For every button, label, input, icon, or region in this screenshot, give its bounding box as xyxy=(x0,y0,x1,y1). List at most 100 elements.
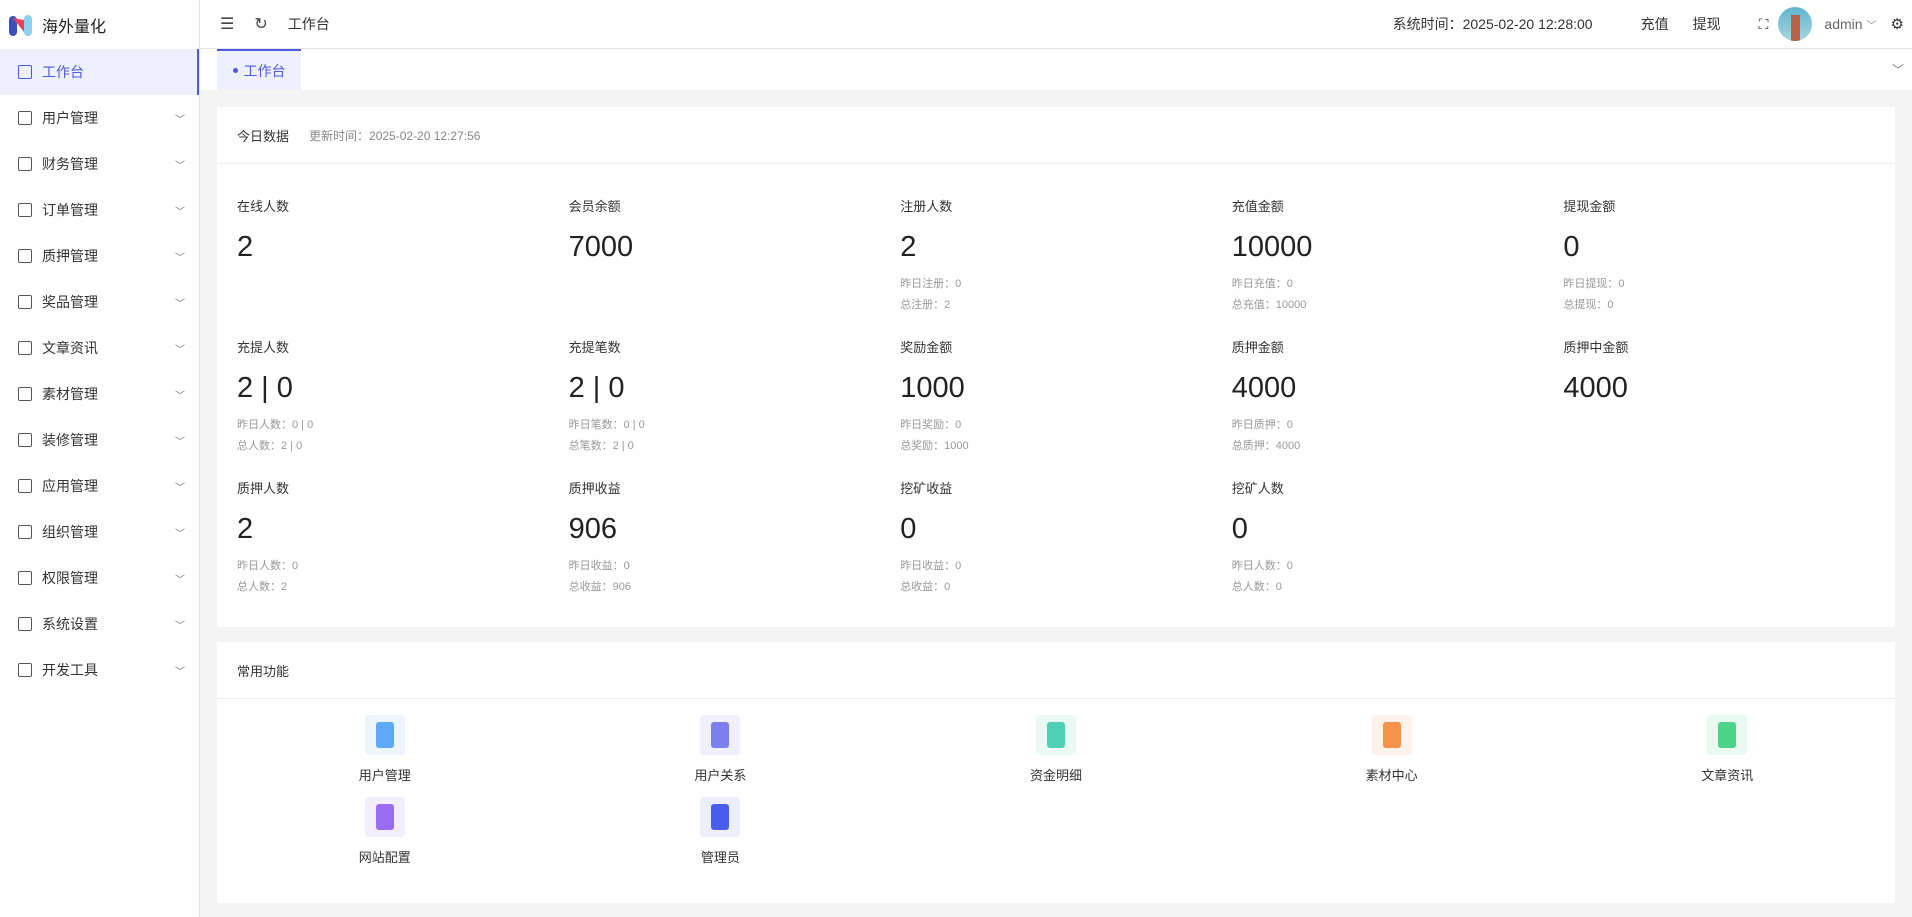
sidebar-item-label: 工作台 xyxy=(42,64,84,80)
sidebar-item-1[interactable]: 用户管理 ﹀ xyxy=(0,95,199,141)
shortcut-item[interactable]: 资金明细 xyxy=(888,715,1224,797)
stat-sub: 昨日笔数：0 | 0 xyxy=(568,419,645,431)
admin-tie-icon xyxy=(700,797,741,837)
sidebar-item-13[interactable]: 开发工具 ﹀ xyxy=(0,647,199,693)
stat-sub: 总收益：0 xyxy=(900,581,951,593)
sidebar-item-4[interactable]: 质押管理 ﹀ xyxy=(0,233,199,279)
app-title: 海外量化 xyxy=(42,18,107,36)
sidebar-item-0[interactable]: 工作台 xyxy=(0,49,199,95)
chart-icon xyxy=(18,157,32,171)
sidebar-item-label: 财务管理 xyxy=(42,156,98,172)
withdraw-button[interactable]: 提现 xyxy=(1692,16,1721,32)
bag-icon xyxy=(18,295,32,309)
shortcut-label: 素材中心 xyxy=(1365,768,1418,783)
shortcut-label: 用户关系 xyxy=(694,768,747,783)
sidebar: 海外量化 工作台 用户管理 ﹀ 财务管理 ﹀ 订单管理 ﹀ 质押管理 ﹀ 奖品管理 ﹀ 文章资讯 ﹀ 素材… xyxy=(0,0,200,917)
funds-book-icon xyxy=(1035,715,1076,755)
tab-workbench[interactable]: 工作台 xyxy=(217,49,301,90)
recharge-button[interactable]: 充值 xyxy=(1640,16,1669,32)
stat-item: 充提人数 2 | 0 昨日人数：0 | 0 总人数：2 | 0 xyxy=(237,307,569,452)
sidebar-item-11[interactable]: 权限管理 ﹀ xyxy=(0,555,199,601)
stat-value: 2 | 0 xyxy=(568,372,625,404)
shortcut-item[interactable]: 素材中心 xyxy=(1224,715,1560,797)
fullscreen-icon[interactable]: ⛶ xyxy=(1758,15,1769,32)
stat-sub: 昨日注册：0 xyxy=(900,278,962,290)
sidebar-item-label: 质押管理 xyxy=(42,248,98,264)
shortcut-item[interactable]: 文章资讯 xyxy=(1559,715,1895,797)
logo: 海外量化 xyxy=(0,0,199,49)
sidebar-item-label: 组织管理 xyxy=(42,524,98,540)
chevron-down-icon[interactable]: ﹀ xyxy=(1866,20,1877,32)
avatar[interactable] xyxy=(1778,7,1813,41)
sidebar-item-7[interactable]: 素材管理 ﹀ xyxy=(0,371,199,417)
sidebar-item-5[interactable]: 奖品管理 ﹀ xyxy=(0,279,199,325)
article-box-icon xyxy=(1707,715,1748,755)
chevron-down-icon: ﹀ xyxy=(175,114,185,126)
brush-icon xyxy=(18,433,32,447)
sidebar-item-9[interactable]: 应用管理 ﹀ xyxy=(0,463,199,509)
user-menu[interactable]: admin xyxy=(1824,16,1863,32)
stat-item: 会员余额 7000 xyxy=(569,166,901,307)
stat-sub: 总人数：2 | 0 xyxy=(237,440,303,452)
sidebar-item-8[interactable]: 装修管理 ﹀ xyxy=(0,417,199,463)
sidebar-item-12[interactable]: 系统设置 ﹀ xyxy=(0,601,199,647)
shortcut-item[interactable]: 管理员 xyxy=(553,797,889,879)
shortcut-label: 网站配置 xyxy=(358,850,411,865)
tabs-dropdown-icon[interactable]: ﹀ xyxy=(1891,63,1904,77)
stat-item: 质押人数 2 昨日人数：0 总人数：2 xyxy=(237,448,569,593)
stat-title: 奖励金额 xyxy=(900,340,953,355)
sidebar-item-label: 奖品管理 xyxy=(42,294,98,310)
chevron-down-icon: ﹀ xyxy=(175,160,185,172)
sidebar-item-6[interactable]: 文章资讯 ﹀ xyxy=(0,325,199,371)
stat-sub: 总充值：10000 xyxy=(1231,299,1307,311)
stat-item: 挖矿人数 0 昨日人数：0 总人数：0 xyxy=(1231,448,1564,593)
shortcut-item[interactable]: 用户管理 xyxy=(217,715,553,797)
today-data-card: 今日数据 更新时间：2025-02-20 12:27:56 在线人数 2 会员余额 70… xyxy=(217,107,1895,627)
stat-title: 充提人数 xyxy=(237,340,290,355)
stat-value: 2 | 0 xyxy=(237,372,293,404)
copy-icon xyxy=(18,249,32,263)
stat-sub: 昨日奖励：0 xyxy=(900,419,962,431)
shortcut-label: 管理员 xyxy=(700,850,740,865)
shortcut-item[interactable]: 网站配置 xyxy=(217,797,553,879)
stat-title: 充值金额 xyxy=(1231,199,1284,214)
website-config-icon xyxy=(364,797,405,837)
stat-item: 注册人数 2 昨日注册：0 总注册：2 xyxy=(900,166,1232,311)
message-icon xyxy=(18,341,32,355)
stat-sub: 昨日收益：0 xyxy=(900,560,962,572)
stat-title: 质押收益 xyxy=(568,481,621,496)
stat-value: 2 xyxy=(237,513,254,545)
chevron-down-icon: ﹀ xyxy=(175,390,185,402)
stat-title: 质押人数 xyxy=(237,481,290,496)
app-icon xyxy=(18,479,32,493)
chevron-down-icon: ﹀ xyxy=(175,206,185,218)
sidebar-item-2[interactable]: 财务管理 ﹀ xyxy=(0,141,199,187)
stat-sub: 昨日人数：0 xyxy=(237,560,299,572)
stat-value: 10000 xyxy=(1231,231,1313,263)
tab-label: 工作台 xyxy=(243,62,286,79)
chevron-down-icon: ﹀ xyxy=(175,482,185,494)
sidebar-item-label: 应用管理 xyxy=(42,478,98,494)
gear-icon[interactable]: ⚙ xyxy=(1890,16,1904,33)
stat-value: 906 xyxy=(568,513,617,545)
refresh-icon[interactable]: ↻ xyxy=(254,16,268,33)
stat-sub: 总奖励：1000 xyxy=(900,440,969,452)
shortcut-item[interactable]: 用户关系 xyxy=(553,715,889,797)
sidebar-item-label: 文章资讯 xyxy=(42,340,98,356)
shortcut-label: 文章资讯 xyxy=(1701,768,1754,783)
stat-value: 2 xyxy=(237,231,254,263)
card-title: 常用功能 xyxy=(237,663,290,679)
stat-sub: 昨日质押：0 xyxy=(1231,419,1293,431)
stat-item: 质押中金额 4000 xyxy=(1563,307,1895,448)
stat-value: 2 xyxy=(900,231,917,263)
chevron-down-icon: ﹀ xyxy=(175,666,185,678)
stat-item: 在线人数 2 xyxy=(237,166,569,307)
sidebar-item-3[interactable]: 订单管理 ﹀ xyxy=(0,187,199,233)
material-code-icon xyxy=(1371,715,1412,755)
stat-sub: 昨日人数：0 xyxy=(1231,560,1293,572)
collapse-menu-icon[interactable]: ☰ xyxy=(220,16,235,33)
sidebar-item-10[interactable]: 组织管理 ﹀ xyxy=(0,509,199,555)
gear-icon xyxy=(18,617,32,631)
stat-sub: 总人数：0 xyxy=(1231,581,1282,593)
stat-item: 充值金额 10000 昨日充值：0 总充值：10000 xyxy=(1231,166,1564,311)
